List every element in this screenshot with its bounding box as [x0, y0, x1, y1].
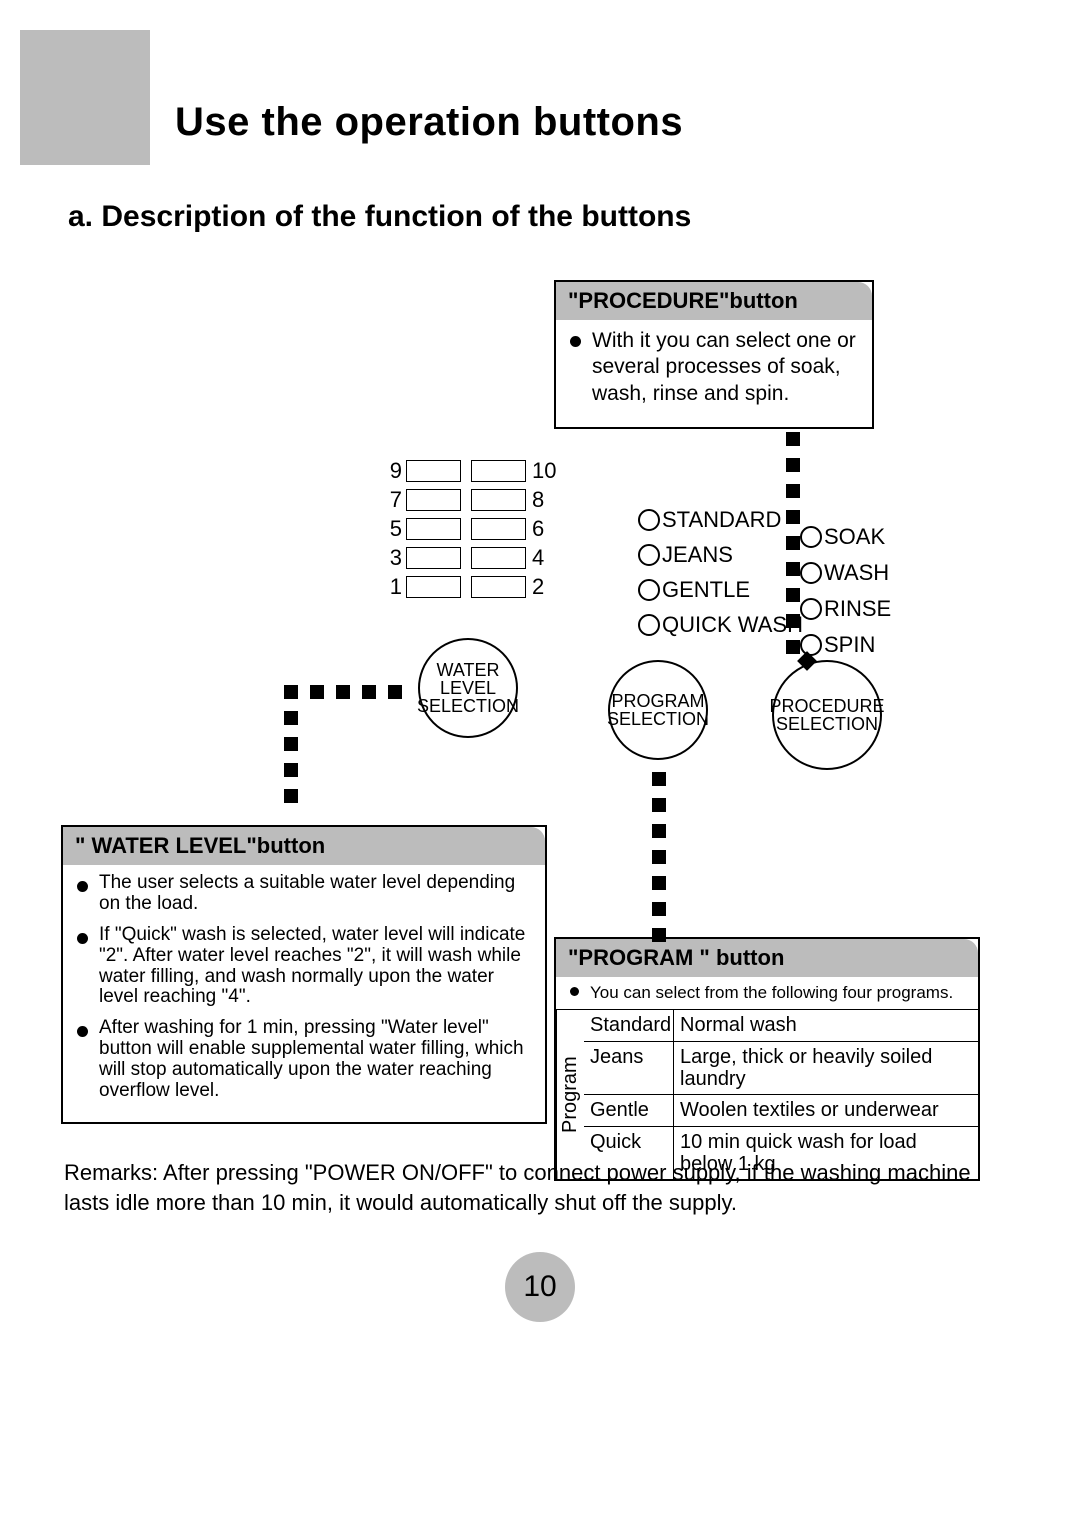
page-number-text: 10	[523, 1270, 556, 1304]
wl-l-8: 8	[526, 487, 556, 513]
option-indicator-icon	[800, 598, 822, 620]
option-indicator-icon	[638, 544, 660, 566]
ptable-name-2: Gentle	[584, 1095, 674, 1127]
wl-l-5: 5	[376, 516, 406, 542]
procedure-bullet: With it you can select one or several pr…	[570, 328, 858, 407]
wl-cell	[406, 576, 461, 598]
wl-l-4: 4	[526, 545, 556, 571]
wl-cell	[471, 489, 526, 511]
wl-cell	[406, 547, 461, 569]
program-table: Program Standard Normal wash Jeans Large…	[556, 1010, 978, 1179]
wl-cell	[471, 547, 526, 569]
procedure-body: With it you can select one or several pr…	[556, 320, 872, 427]
wl-cell	[471, 518, 526, 540]
wl-l-3: 3	[376, 545, 406, 571]
wl-l-7: 7	[376, 487, 406, 513]
procedure-callout: "PROCEDURE"button With it you can select…	[554, 280, 874, 429]
option-indicator-icon	[638, 614, 660, 636]
ptable-name-0: Standard	[584, 1010, 674, 1042]
program-callout: "PROGRAM " button You can select from th…	[554, 937, 980, 1181]
procedure-selection-button: PROCEDURESELECTION	[772, 660, 882, 770]
ptable-desc-0: Normal wash	[674, 1010, 978, 1042]
water-level-grid: 9 10 7 8 5 6 3 4 1 2	[376, 456, 576, 601]
btn-program-label: PROGRAMSELECTION	[607, 692, 709, 728]
opt-rinse: RINSE	[824, 596, 891, 622]
wl-l-9: 9	[376, 458, 406, 484]
wl-bullet-2: After washing for 1 min, pressing "Water…	[77, 1018, 531, 1102]
program-selection-button: PROGRAMSELECTION	[608, 660, 708, 760]
program-options: STANDARD JEANS GENTLE QUICK WASH	[638, 502, 803, 642]
option-indicator-icon	[800, 562, 822, 584]
wl-l-10: 10	[526, 458, 556, 484]
option-indicator-icon	[800, 634, 822, 656]
ptable-desc-2: Woolen textiles or underwear	[674, 1095, 978, 1127]
header-gray-block	[20, 30, 150, 165]
option-indicator-icon	[800, 526, 822, 548]
procedure-options: SOAK WASH RINSE SPIN	[800, 519, 891, 663]
remarks: Remarks: After pressing "POWER ON/OFF" t…	[64, 1158, 1014, 1217]
page-title: Use the operation buttons	[175, 100, 683, 145]
opt-wash: WASH	[824, 560, 889, 586]
wl-bullet-1: If "Quick" wash is selected, water level…	[77, 925, 531, 1009]
wl-bullet-0: The user selects a suitable water level …	[77, 873, 531, 915]
opt-jeans: JEANS	[662, 542, 733, 568]
water-level-selection-button: WATERLEVELSELECTION	[418, 638, 518, 738]
program-side-label: Program	[556, 1010, 584, 1179]
opt-gentle: GENTLE	[662, 577, 750, 603]
wl-cell	[406, 518, 461, 540]
procedure-header: "PROCEDURE"button	[556, 282, 872, 320]
program-intro: You can select from the following four p…	[556, 977, 978, 1010]
wl-l-6: 6	[526, 516, 556, 542]
waterlevel-header: " WATER LEVEL"button	[63, 827, 545, 865]
subtitle: a. Description of the function of the bu…	[68, 200, 691, 234]
program-header: "PROGRAM " button	[556, 939, 978, 977]
btn-procedure-label: PROCEDURESELECTION	[770, 697, 885, 733]
page-number: 10	[505, 1252, 575, 1322]
opt-standard: STANDARD	[662, 507, 781, 533]
wl-cell	[471, 576, 526, 598]
wl-cell	[406, 460, 461, 482]
waterlevel-callout: " WATER LEVEL"button The user selects a …	[61, 825, 547, 1124]
wl-l-2: 2	[526, 574, 556, 600]
ptable-desc-1: Large, thick or heavily soiled laundry	[674, 1042, 978, 1095]
waterlevel-body: The user selects a suitable water level …	[63, 865, 545, 1122]
option-indicator-icon	[638, 509, 660, 531]
wl-cell	[471, 460, 526, 482]
opt-quickwash: QUICK WASH	[662, 612, 803, 638]
ptable-name-1: Jeans	[584, 1042, 674, 1095]
opt-soak: SOAK	[824, 524, 885, 550]
option-indicator-icon	[638, 579, 660, 601]
wl-cell	[406, 489, 461, 511]
btn-water-label: WATERLEVELSELECTION	[417, 661, 519, 715]
wl-l-1: 1	[376, 574, 406, 600]
opt-spin: SPIN	[824, 632, 875, 658]
